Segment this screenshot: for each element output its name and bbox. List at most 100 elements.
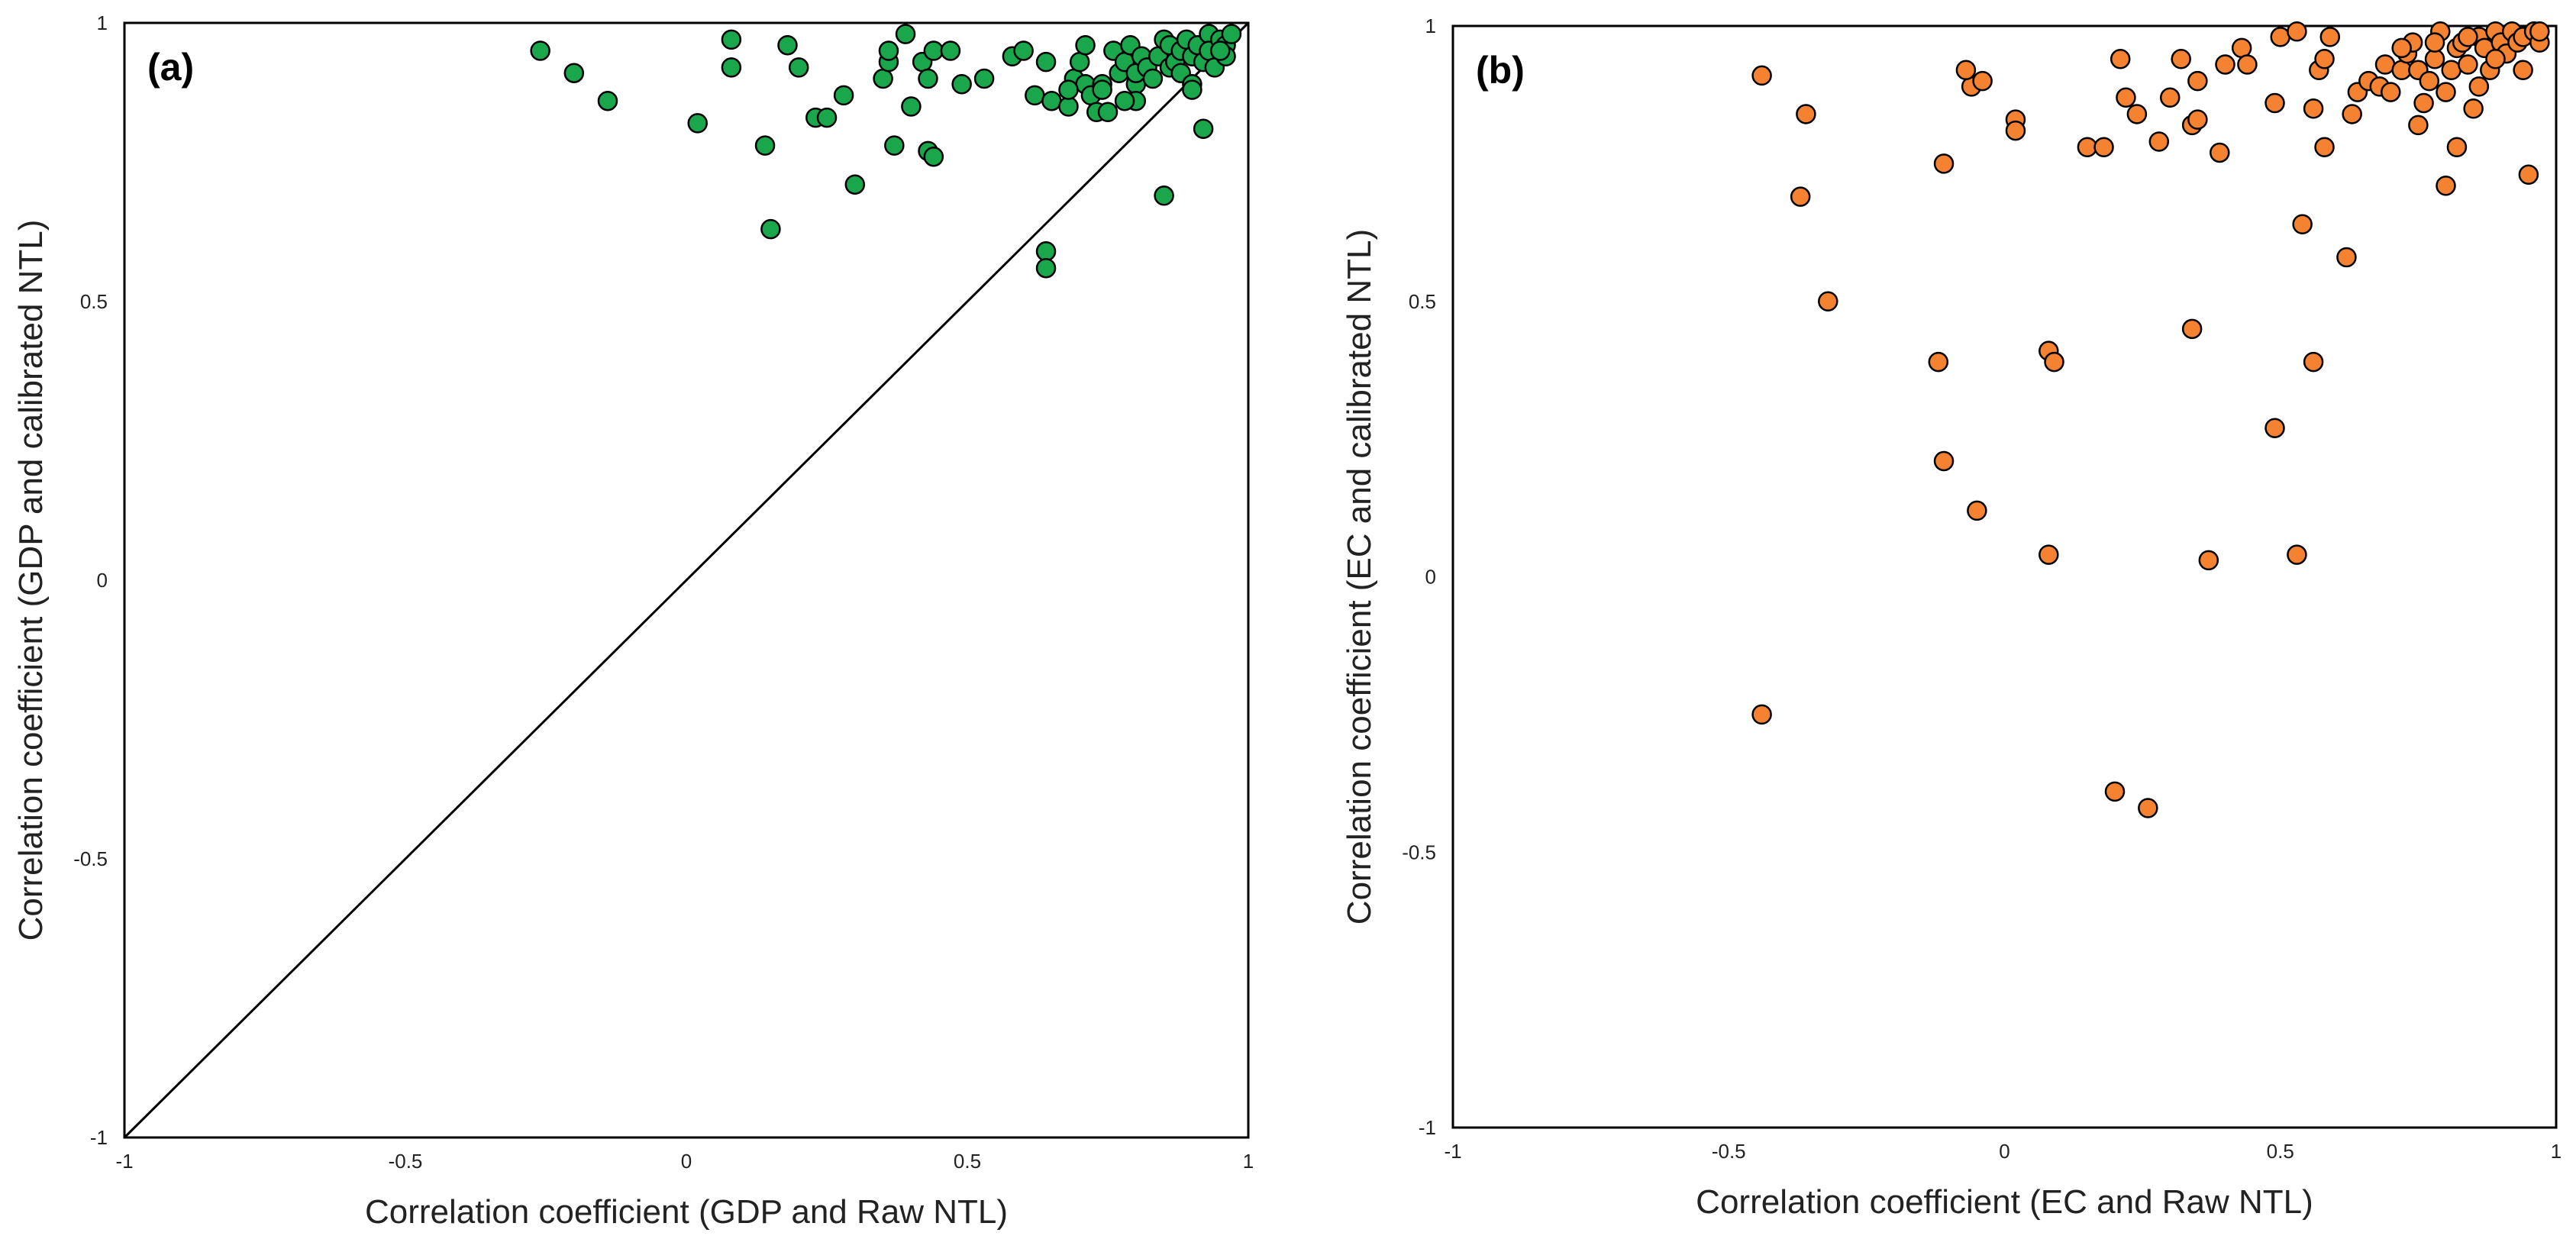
data-point [2458, 54, 2478, 75]
data-point [1933, 153, 1955, 174]
data-point [1209, 40, 1231, 61]
data-point [878, 40, 899, 61]
data-point [1933, 450, 1955, 472]
x-tick-label: -1 [1444, 1140, 1461, 1163]
data-point [2148, 131, 2170, 152]
data-point [1751, 704, 1772, 725]
x-tick-label: 0 [681, 1150, 692, 1173]
data-points [1751, 21, 2550, 818]
data-point [1069, 51, 1090, 73]
data-point [563, 63, 585, 83]
y-tick-label: 0 [97, 569, 108, 592]
data-point [2181, 318, 2203, 340]
data-point [754, 135, 776, 156]
data-point [1013, 40, 1034, 61]
data-point [760, 218, 781, 240]
data-point [844, 174, 866, 195]
data-point [2391, 60, 2412, 80]
data-point [2458, 27, 2478, 47]
data-point [2171, 49, 2191, 69]
data-point [1928, 351, 1949, 373]
data-point [2187, 109, 2208, 130]
y-tick-label: 0.5 [1409, 290, 1436, 313]
data-point [2513, 60, 2533, 80]
data-point [1114, 90, 1135, 111]
data-point [2210, 142, 2230, 163]
data-point [2039, 544, 2059, 565]
data-point [1142, 68, 1164, 89]
data-point [2408, 115, 2429, 136]
data-points [530, 24, 1242, 279]
data-point [2116, 87, 2136, 108]
y-tick-label: 0 [1425, 566, 1436, 589]
y-axis-title: Correlation coefficient (GDP and calibra… [12, 220, 50, 941]
data-point [2303, 351, 2324, 373]
data-point [2419, 70, 2440, 92]
x-tick-label: 0.5 [954, 1150, 981, 1173]
data-point [2287, 544, 2307, 565]
data-point [2413, 92, 2434, 114]
data-point [2342, 104, 2362, 124]
data-point [687, 113, 708, 134]
data-point [2303, 98, 2324, 119]
data-point [1035, 51, 1057, 73]
data-point [2518, 164, 2539, 186]
data-point [2287, 21, 2307, 42]
y-axis-title: Correlation coefficient (EC and calibrat… [1341, 229, 1378, 924]
data-point [597, 90, 618, 111]
y-tick-label: -1 [90, 1126, 108, 1149]
data-point [2231, 37, 2252, 59]
data-point [2441, 60, 2461, 80]
data-point [2374, 54, 2396, 75]
data-point [2381, 82, 2401, 102]
y-tick-label: -0.5 [1402, 841, 1436, 863]
x-tick-label: 0.5 [2267, 1140, 2294, 1163]
data-point [1035, 241, 1057, 262]
data-point [2529, 21, 2550, 42]
y-tick-label: -0.5 [73, 847, 108, 870]
data-point [901, 96, 922, 117]
data-point [1041, 90, 1062, 111]
data-point [2126, 104, 2148, 124]
data-point [2187, 70, 2208, 92]
data-point [1092, 79, 1112, 100]
plot-frame [1451, 24, 2558, 1129]
data-point [1221, 24, 1242, 44]
data-point [2044, 351, 2064, 373]
data-point [2314, 49, 2335, 69]
data-point [1751, 65, 1772, 86]
data-point [918, 68, 938, 89]
x-tick-label: -1 [115, 1150, 133, 1173]
data-point [923, 146, 944, 167]
data-point [1790, 186, 1811, 207]
data-point [1035, 257, 1057, 279]
data-point [2424, 32, 2445, 53]
scatter-panel-2: -1 -0.5 0 0.5 1 -1 -0.5 0 0.5 1 Correlation coeffi… [1341, 15, 2561, 1221]
panel-label: (a) [147, 46, 194, 89]
data-point [2446, 137, 2468, 157]
data-point [2093, 137, 2114, 157]
data-point [2005, 120, 2026, 141]
data-point [1193, 118, 1214, 139]
x-axis-title: Correlation coefficient (GDP and Raw NTL… [365, 1193, 1008, 1231]
data-point [2336, 247, 2357, 268]
data-point [2485, 49, 2506, 69]
data-point [2104, 781, 2126, 802]
data-point [2270, 27, 2290, 47]
data-point [2468, 76, 2490, 97]
data-point [1967, 500, 1987, 521]
data-point [1972, 70, 1993, 92]
x-tick-label: 1 [1243, 1150, 1254, 1173]
data-point [2264, 418, 2285, 438]
data-point [1058, 79, 1079, 100]
data-point [923, 40, 944, 61]
data-point [2237, 54, 2258, 75]
data-point [530, 40, 550, 61]
data-point [2264, 92, 2285, 114]
data-point [1097, 102, 1119, 123]
x-tick-label: 0 [1999, 1140, 2009, 1163]
data-point [2391, 37, 2412, 59]
plot-frame [123, 21, 1250, 1139]
data-point [2436, 175, 2456, 196]
